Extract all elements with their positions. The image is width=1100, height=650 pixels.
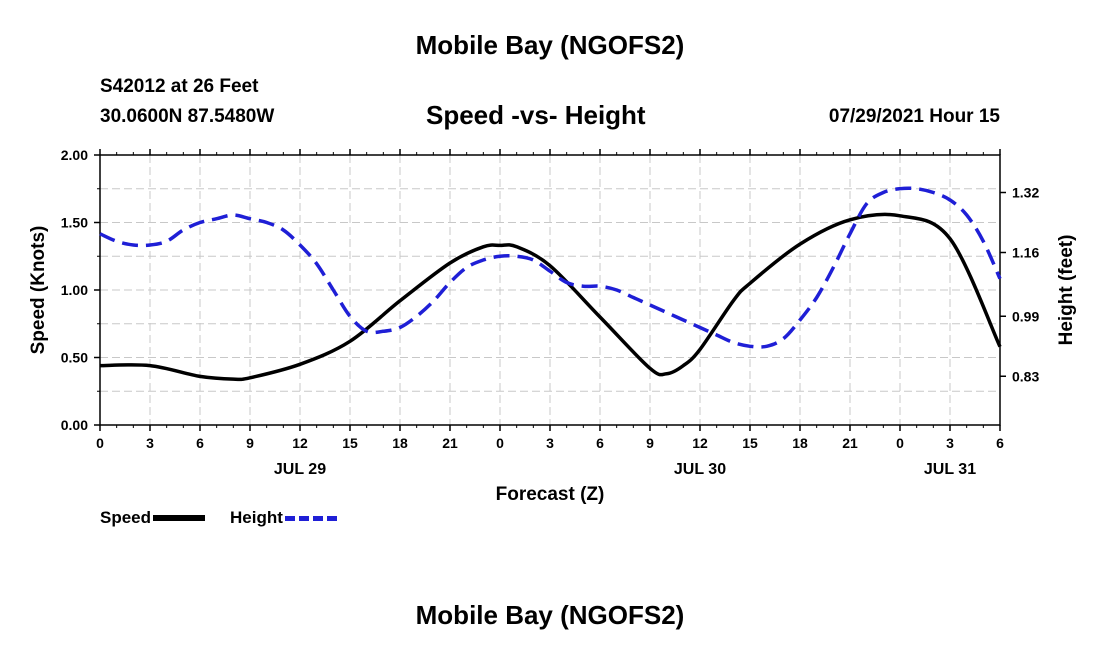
chart-title: Speed -vs- Height <box>426 100 646 130</box>
coordinates-label: 30.0600N 87.5480W <box>100 106 275 127</box>
speed-series-line <box>99 212 1002 382</box>
date-label: JUL 30 <box>674 461 726 478</box>
axis-ticks: 0 3 6 9 12 15 18 21 0 3 6 9 12 15 18 21 0 3 6 JUL 29 JUL 30 J… <box>61 147 1040 478</box>
y-tick-label: 2.00 <box>61 147 88 163</box>
y2-tick-label: 0.83 <box>1012 368 1039 384</box>
x-tick-label: 6 <box>196 435 204 451</box>
x-tick-label: 15 <box>742 435 758 451</box>
y-axis-label: Speed (Knots) <box>28 226 49 355</box>
x-tick-label: 3 <box>946 435 954 451</box>
y2-tick-label: 1.32 <box>1012 185 1039 201</box>
legend-speed-label: Speed <box>100 508 152 527</box>
x-tick-label: 15 <box>342 435 358 451</box>
x-axis-label: Forecast (Z) <box>496 484 605 505</box>
station-label: S42012 at 26 Feet <box>100 76 259 97</box>
grid-lines <box>100 155 1000 425</box>
x-tick-label: 18 <box>392 435 408 451</box>
y-tick-label: 0.00 <box>61 417 88 433</box>
height-series-line <box>99 186 1002 349</box>
x-tick-label: 21 <box>842 435 858 451</box>
legend-speed-swatch <box>153 515 206 521</box>
legend-height-swatch <box>284 515 337 521</box>
y2-tick-label: 0.99 <box>1012 308 1039 324</box>
x-tick-label: 6 <box>596 435 604 451</box>
page-title: Mobile Bay (NGOFS2) <box>415 30 685 60</box>
x-tick-label: 9 <box>646 435 654 451</box>
x-tick-label: 0 <box>96 435 104 451</box>
x-tick-label: 0 <box>496 435 504 451</box>
y-tick-label: 0.50 <box>61 350 88 366</box>
date-label: JUL 31 <box>924 461 976 478</box>
y-tick-label: 1.00 <box>61 282 88 298</box>
forecast-datetime: 07/29/2021 Hour 15 <box>828 106 1000 127</box>
x-tick-label: 9 <box>246 435 254 451</box>
x-tick-label: 6 <box>996 435 1004 451</box>
footer-title: Mobile Bay (NGOFS2) <box>415 600 685 630</box>
y-tick-label: 1.50 <box>61 215 88 231</box>
x-tick-label: 3 <box>146 435 154 451</box>
x-tick-label: 21 <box>442 435 458 451</box>
y2-axis-label: Height (feet) <box>1056 235 1077 346</box>
y2-tick-label: 1.16 <box>1012 245 1039 261</box>
series-lines <box>99 186 1002 382</box>
date-label: JUL 29 <box>274 461 326 478</box>
legend-height-label: Height <box>230 508 283 527</box>
legend-item-speed: Speed <box>100 508 206 528</box>
x-tick-label: 12 <box>692 435 708 451</box>
x-tick-label: 18 <box>792 435 808 451</box>
legend-item-height: Height <box>230 508 337 528</box>
x-tick-label: 0 <box>896 435 904 451</box>
x-tick-label: 3 <box>546 435 554 451</box>
x-tick-label: 12 <box>292 435 308 451</box>
